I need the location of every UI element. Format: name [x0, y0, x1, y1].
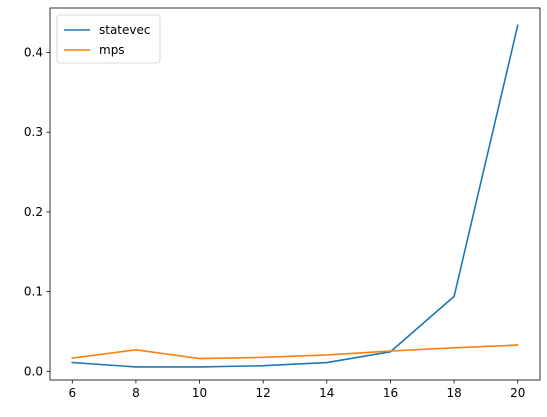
y-tick-label: 0.1 [24, 285, 43, 299]
x-tick-label: 20 [510, 386, 525, 400]
x-tick-label: 14 [319, 386, 334, 400]
legend-box [56, 14, 161, 64]
y-tick-label: 0.4 [24, 45, 43, 59]
x-tick-label: 18 [446, 386, 461, 400]
x-tick-label: 8 [132, 386, 140, 400]
y-axis: 0.0 0.1 0.2 0.3 0.4 [24, 45, 50, 378]
series-line-statevec [71, 24, 519, 368]
x-axis: 6 8 10 12 14 16 18 20 [68, 380, 525, 400]
y-tick-label: 0.3 [24, 125, 43, 139]
y-tick-label: 0.0 [24, 364, 43, 378]
x-tick-label: 6 [68, 386, 76, 400]
legend: statevec mps [56, 14, 161, 64]
plot-area [49, 7, 541, 381]
legend-label-mps: mps [99, 43, 125, 57]
x-tick-label: 10 [192, 386, 207, 400]
plot-frame [49, 7, 541, 381]
x-tick-label: 16 [383, 386, 398, 400]
x-tick-label: 12 [256, 386, 271, 400]
legend-label-statevec: statevec [99, 23, 150, 37]
series-layer [71, 24, 519, 368]
y-tick-label: 0.2 [24, 205, 43, 219]
series-line-mps [71, 344, 519, 360]
